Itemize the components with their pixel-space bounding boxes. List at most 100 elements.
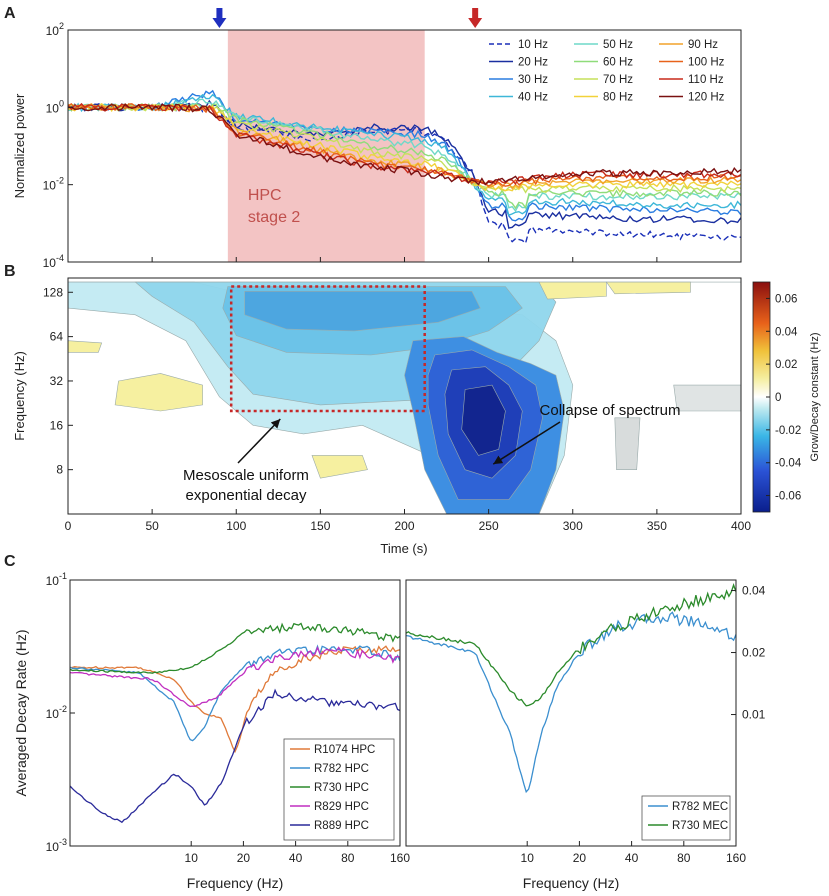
panel-c-ylabel: Averaged Decay Rate (Hz) [13,629,29,796]
annotation-arrow-icon [492,421,561,465]
y-tick-label: 16 [50,418,64,432]
colorbar-tick-label: 0.04 [775,326,798,338]
legend-label: 50 Hz [603,39,633,51]
legend-label: R782 MEC [672,801,728,813]
annotation-arrow-icon [237,418,281,464]
heatmap-field [68,278,741,514]
heatmap-blue-band [244,291,481,332]
x-tick-label: 40 [289,851,303,865]
legend-entry: 50 Hz [574,39,633,51]
x-tick-label: 10 [185,851,199,865]
legend-label: 90 Hz [688,39,718,51]
decay-line-r782-mec [406,611,736,794]
panel-c-left-chart: 10-3 10-2 10-1 10 20 40 80 160 Averaged Decay … [13,571,410,891]
event-arrow-icon [212,8,227,28]
x-tick-label: 50 [145,519,159,533]
heatmap-yellow-patch [114,373,203,412]
panel-c-left-legend: R1074 HPC R782 HPC R730 HPC R829 HPC R889 HP… [283,738,395,841]
y-tick-label: 64 [50,330,64,344]
legend-entry: 100 Hz [659,57,725,69]
decay-line-r829-hpc [70,645,400,708]
series-line-40-hz [68,93,741,217]
panel-b-y-ticks: 8 16 32 64 128 [43,285,73,477]
heatmap-yellow-patch [605,281,691,295]
heatmap-gray-patch [673,384,741,412]
y-tick-label: 0.02 [742,646,766,660]
x-tick-label: 150 [310,519,330,533]
annotation-text: Mesoscale uniform [183,467,309,484]
panel-c-right-axes-box [405,579,737,847]
x-tick-label: 160 [726,851,746,865]
x-tick-label: 100 [226,519,246,533]
legend-label: 70 Hz [603,74,633,86]
legend-label: R889 HPC [314,820,369,832]
legend-label: R829 HPC [314,801,369,813]
y-tick-label: 0.04 [742,584,766,598]
colorbar-tick-label: 0.06 [775,293,797,305]
legend-label: 120 Hz [688,92,725,104]
legend-label: R782 HPC [314,763,369,775]
colorbar-tick-label: -0.04 [775,458,802,470]
panel-b-xlabel: Time (s) [380,541,427,556]
panel-a-y-ticks: 10-4 10-2 100 102 [43,21,73,270]
colorbar-tick-label: -0.02 [775,425,801,437]
y-tick-label: 10-1 [46,571,67,588]
panel-a-x-ticks [67,257,742,262]
legend-box [641,795,731,841]
panel-b-annotations: Mesoscale uniform exponential decay Collap… [183,402,680,504]
x-tick-label: 0 [65,519,72,533]
legend-label: 40 Hz [518,92,548,104]
panel-a-ylabel: Normalized power [12,93,27,198]
panel-b-heatmap: 8 16 32 64 128 0 50 100 150 200 250 300 350 400 Freq… [12,277,821,556]
legend-entry: 110 Hz [659,74,724,86]
panel-c-right-x-ticks: 10 20 40 80 160 [521,841,746,865]
panel-c-right-y-ticks: 0.01 0.02 0.04 [731,584,766,722]
x-tick-label: 300 [563,519,583,533]
colorbar-tick-label: -0.06 [775,491,801,503]
legend-entry: 90 Hz [659,39,718,51]
y-tick-label: 128 [43,285,63,299]
y-tick-label: 10-4 [43,253,64,270]
x-tick-label: 40 [625,851,639,865]
legend-label: 110 Hz [688,74,724,86]
event-arrow-icon [468,8,483,28]
heatmap-contours [68,281,741,514]
y-tick-label: 10-3 [46,837,67,854]
panel-c-left-xlabel: Frequency (Hz) [187,875,283,891]
legend-label: 100 Hz [688,57,725,69]
panel-c-left-y-ticks: 10-3 10-2 10-1 [46,571,75,854]
legend-entry: 40 Hz [489,92,548,104]
legend-label: 30 Hz [518,74,548,86]
legend-entry: 30 Hz [489,74,548,86]
power-series-lines [68,89,741,245]
legend-entry: 10 Hz [489,39,548,51]
legend-label: 20 Hz [518,57,548,69]
decay-line-r782-hpc [70,644,400,742]
panel-a-power-chart: HPC stage 2 10-4 10-2 100 102 Normalized po… [12,8,742,270]
series-line-80-hz [68,103,741,192]
decay-line-r730-hpc [70,622,400,674]
y-tick-label: 0.01 [742,708,766,722]
x-tick-label: 250 [479,519,499,533]
colorbar-tick-label: 0 [775,392,781,404]
colorbar-label: Grow/Decay constant (Hz) [809,333,821,462]
x-tick-label: 10 [521,851,535,865]
panel-b-ylabel: Frequency (Hz) [12,351,27,441]
legend-label: 80 Hz [603,92,633,104]
x-tick-label: 200 [394,519,414,533]
mec-decay-lines [406,582,736,794]
legend-entry: 60 Hz [574,57,633,69]
panel-c-right-legend: R782 MEC R730 MEC [641,795,731,841]
legend-label: R730 HPC [314,782,369,794]
y-tick-label: 102 [46,21,64,38]
panel-b-x-ticks: 0 50 100 150 200 250 300 350 400 [65,509,751,533]
hpc-decay-lines [70,622,400,824]
uniform-decay-highlight-box [229,285,426,413]
collapse-core-blob [461,384,506,456]
heatmap-yellow-patch [68,340,103,353]
x-tick-label: 350 [647,519,667,533]
event-markers [212,8,483,28]
series-line-50-hz [68,98,741,213]
y-tick-label: 32 [50,374,64,388]
